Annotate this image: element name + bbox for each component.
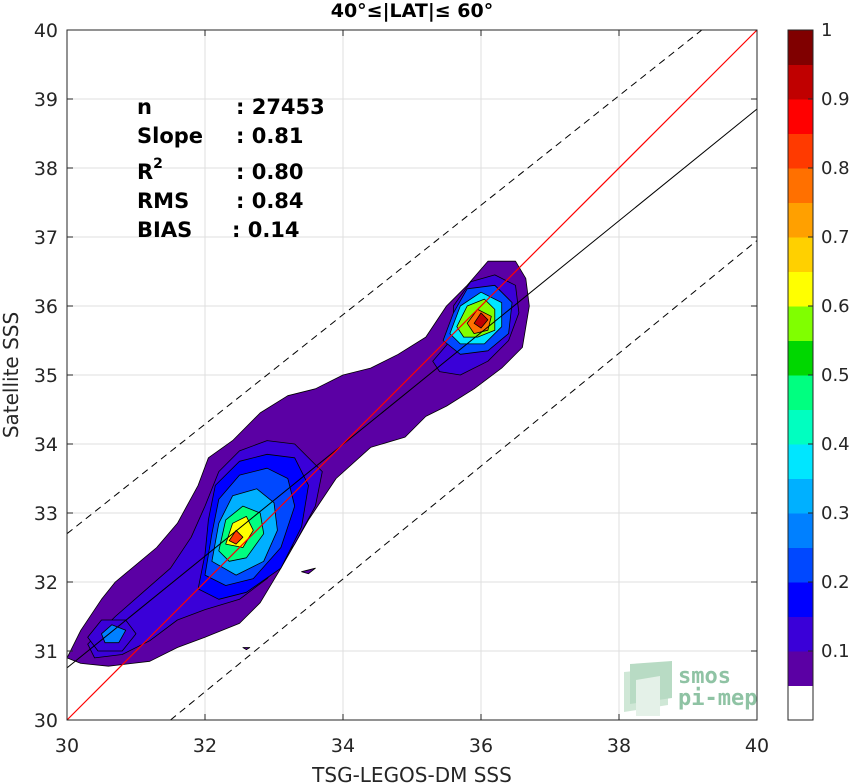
x-tick-label: 36	[469, 735, 493, 757]
logo-wave-icon	[624, 661, 672, 716]
plot-area	[66, 29, 758, 721]
colorbar-tick-label: 0.3	[821, 503, 850, 524]
y-tick-label: 32	[34, 572, 58, 594]
reference-lines	[66, 29, 758, 721]
colorbar-block-6	[788, 478, 813, 514]
y-axis-ticks: 30 31 32 33 34 35 36 37 38 39 40	[34, 20, 757, 732]
chart-title: 40°≤|LAT|≤ 60°	[331, 0, 494, 22]
colorbar-tick-label: 0.7	[821, 227, 850, 248]
colorbar-tick-label: 0.5	[821, 365, 850, 386]
logo-text-smos: smos	[678, 664, 731, 689]
density-region-13	[473, 312, 489, 329]
upper-bound-dashed-line	[66, 29, 703, 535]
y-tick-label: 35	[34, 365, 58, 387]
colorbar-tick-label: 1	[821, 20, 832, 41]
x-tick-label: 34	[331, 735, 355, 757]
y-tick-label: 40	[34, 20, 58, 42]
stat-slope-key: Slope	[137, 124, 203, 148]
y-tick-label: 30	[34, 710, 58, 732]
stat-n-value: : 27453	[236, 95, 325, 119]
colorbar-tick-label: 0.8	[821, 158, 850, 179]
x-tick-label: 32	[193, 735, 217, 757]
colorbar-block-14	[788, 202, 813, 238]
density-region-15	[101, 624, 127, 644]
colorbar-blocks	[788, 30, 813, 721]
stat-r2-base: R	[137, 160, 153, 184]
colorbar-block-9	[788, 375, 813, 410]
colorbar-tick-label: 0.6	[821, 296, 850, 317]
colorbar-block-19	[788, 30, 813, 65]
colorbar-block-18	[788, 64, 813, 100]
colorbar-block-2	[788, 616, 813, 652]
x-axis-ticks: 30 32 34 36 38 40	[55, 30, 769, 757]
stat-rms-key: RMS	[137, 189, 189, 213]
colorbar-block-8	[788, 409, 813, 445]
colorbar-tick-label: 0.1	[821, 641, 850, 662]
stat-r2-key: R2	[137, 156, 163, 184]
stat-slope-value: : 0.81	[236, 124, 304, 148]
colorbar: 0.1 0.2 0.3 0.4 0.5 0.6 0.7 0.8 0.9 1	[787, 20, 850, 721]
regression-fit-line	[66, 108, 758, 669]
y-tick-label: 31	[34, 641, 58, 663]
colorbar-block-3	[788, 582, 813, 617]
x-axis-label: TSG-LEGOS-DM SSS	[311, 763, 512, 784]
density-region-7	[228, 529, 244, 545]
colorbar-block-4	[788, 547, 813, 583]
smos-pi-mep-logo: smos pi-mep	[624, 661, 757, 716]
stat-rms-value: : 0.84	[236, 189, 304, 213]
y-axis-label: Satellite SSS	[0, 312, 23, 438]
density-region-16	[301, 567, 316, 575]
x-tick-label: 40	[745, 735, 769, 757]
colorbar-block-5	[788, 513, 813, 548]
lower-bound-dashed-line	[170, 240, 758, 721]
colorbar-block-0	[788, 685, 813, 721]
colorbar-block-16	[788, 133, 813, 169]
stat-r2-superscript: 2	[153, 156, 163, 172]
colorbar-block-10	[788, 340, 813, 376]
colorbar-tick-label: 0.4	[821, 434, 850, 455]
colorbar-block-11	[788, 306, 813, 341]
logo-text-pi-mep: pi-mep	[678, 686, 757, 711]
colorbar-ticks: 0.1 0.2 0.3 0.4 0.5 0.6 0.7 0.8 0.9 1	[808, 20, 850, 662]
colorbar-tick-label: 0.2	[821, 572, 850, 593]
colorbar-block-7	[788, 444, 813, 479]
colorbar-block-1	[788, 651, 813, 686]
y-tick-label: 38	[34, 158, 58, 180]
colorbar-block-13	[788, 237, 813, 272]
colorbar-block-15	[788, 168, 813, 203]
density-region-17	[242, 647, 251, 650]
colorbar-tick-label: 0.9	[821, 89, 850, 110]
stats-box: n : 27453 Slope : 0.81 R2 : 0.80 RMS : 0…	[137, 95, 325, 242]
y-tick-label: 33	[34, 503, 58, 525]
stat-bias-key: BIAS	[137, 218, 192, 242]
x-tick-label: 30	[55, 735, 79, 757]
stat-n-key: n	[137, 95, 152, 119]
identity-line	[66, 29, 758, 721]
y-tick-label: 36	[34, 296, 58, 318]
colorbar-block-12	[788, 271, 813, 307]
x-tick-label: 38	[607, 735, 631, 757]
stat-r2-value: : 0.80	[236, 160, 304, 184]
y-tick-label: 39	[34, 89, 58, 111]
colorbar-block-17	[788, 99, 813, 134]
stat-bias-value: : 0.14	[232, 218, 300, 242]
y-tick-label: 37	[34, 227, 58, 249]
y-tick-label: 34	[34, 434, 58, 456]
